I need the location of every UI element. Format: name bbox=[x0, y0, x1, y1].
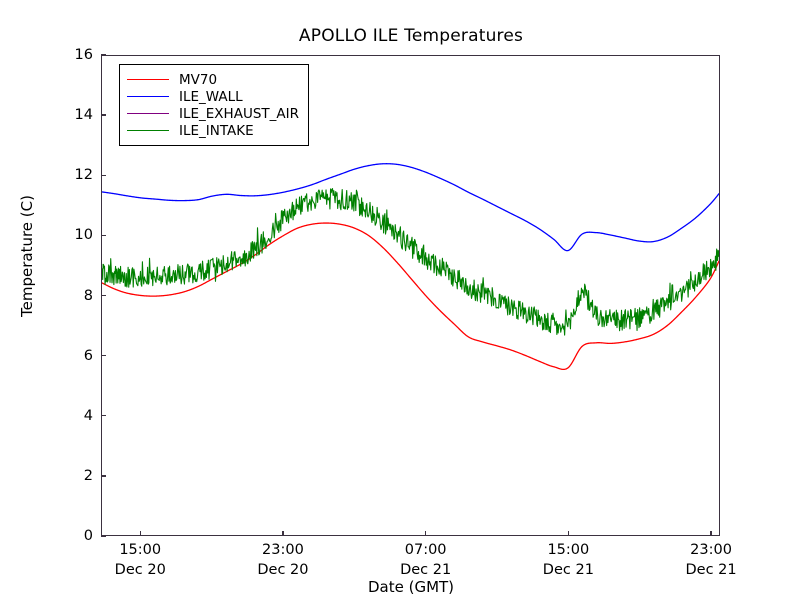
y-tick-mark bbox=[101, 354, 106, 357]
x-tick-mark bbox=[567, 531, 570, 536]
y-tick-label: 12 bbox=[74, 167, 93, 184]
y-axis-label: Temperature (C) bbox=[18, 195, 36, 317]
legend-item: MV70 bbox=[127, 71, 299, 88]
legend-color-swatch bbox=[127, 130, 169, 131]
y-tick-label: 10 bbox=[74, 227, 93, 244]
x-tick-mark bbox=[710, 531, 712, 536]
legend-label: ILE_EXHAUST_AIR bbox=[179, 105, 299, 122]
chart-legend: MV70 ILE_WALL ILE_EXHAUST_AIR ILE_INTAKE bbox=[119, 64, 309, 146]
x-tick-date: Dec 20 bbox=[114, 562, 166, 578]
legend-label: MV70 bbox=[179, 71, 218, 88]
y-tick-label: 8 bbox=[83, 287, 93, 304]
y-tick-label: 0 bbox=[83, 528, 93, 544]
x-tick-date: Dec 20 bbox=[257, 562, 309, 578]
legend-item: ILE_INTAKE bbox=[127, 122, 299, 139]
x-tick-label: 23:00 Dec 20 bbox=[223, 540, 343, 580]
chart-title: APOLLO ILE Temperatures bbox=[298, 26, 524, 46]
x-tick-label: 15:00 Dec 20 bbox=[80, 540, 200, 580]
legend-color-swatch bbox=[127, 96, 169, 97]
legend-item: ILE_EXHAUST_AIR bbox=[127, 105, 299, 122]
y-tick-label: 2 bbox=[83, 467, 93, 484]
x-tick-mark bbox=[282, 531, 284, 536]
plot-area bbox=[101, 55, 720, 536]
series-line-mv70 bbox=[102, 222, 719, 371]
y-tick-label: 14 bbox=[74, 107, 93, 124]
y-tick-label: 16 bbox=[74, 47, 93, 63]
legend-item: ILE_WALL bbox=[127, 88, 299, 105]
x-tick-date: Dec 21 bbox=[542, 562, 594, 578]
plot-lines bbox=[102, 163, 719, 371]
x-axis-tick-marks bbox=[0, 531, 800, 539]
y-tick-mark bbox=[101, 174, 106, 176]
y-tick-label: 6 bbox=[83, 347, 93, 364]
x-axis-tick-labels: 15:00 Dec 20 23:00 Dec 20 07:00 Dec 21 15:00 De… bbox=[0, 540, 800, 586]
legend-label: ILE_INTAKE bbox=[179, 122, 254, 139]
y-tick-mark bbox=[101, 415, 106, 417]
x-axis-label: Date (GMT) bbox=[367, 578, 455, 596]
x-tick-time: 15:00 bbox=[119, 542, 162, 558]
x-tick-time: 23:00 bbox=[690, 542, 732, 558]
legend-label: ILE_WALL bbox=[179, 88, 243, 105]
y-tick-mark bbox=[101, 475, 106, 477]
y-tick-mark bbox=[101, 294, 106, 297]
x-tick-mark bbox=[139, 531, 141, 536]
x-tick-label: 07:00 Dec 21 bbox=[366, 540, 486, 580]
x-tick-time: 23:00 bbox=[262, 542, 304, 558]
series-line-ile_wall bbox=[102, 163, 719, 252]
x-tick-date: Dec 21 bbox=[685, 562, 737, 578]
x-tick-date: Dec 21 bbox=[400, 562, 452, 578]
x-tick-mark bbox=[424, 531, 427, 536]
x-tick-time: 07:00 bbox=[404, 542, 447, 558]
x-tick-time: 15:00 bbox=[547, 542, 590, 558]
legend-color-swatch bbox=[127, 79, 169, 80]
series-line-ile_intake bbox=[102, 188, 719, 336]
x-tick-label: 23:00 Dec 21 bbox=[651, 540, 771, 580]
legend-color-swatch bbox=[127, 113, 169, 114]
y-tick-mark bbox=[101, 234, 106, 237]
y-axis-tick-labels: 0 2 4 6 8 10 12 14 16 bbox=[49, 47, 93, 544]
x-tick-label: 15:00 Dec 21 bbox=[508, 540, 628, 580]
y-tick-label: 4 bbox=[83, 407, 93, 424]
y-tick-mark bbox=[101, 114, 106, 116]
